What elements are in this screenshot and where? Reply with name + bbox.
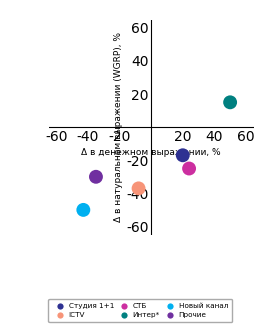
Point bbox=[94, 174, 98, 179]
Point bbox=[228, 100, 232, 105]
Point bbox=[181, 153, 185, 158]
Y-axis label: Δ в натуральном выражении (WGRP), %: Δ в натуральном выражении (WGRP), % bbox=[114, 32, 123, 222]
Point bbox=[81, 207, 86, 213]
X-axis label: Δ в денежном выражении, %: Δ в денежном выражении, % bbox=[81, 148, 221, 157]
Point bbox=[187, 166, 191, 171]
Point bbox=[136, 186, 141, 191]
Legend: Студия 1+1, ICTV, СТБ, Интер*, Новый канал, Прочие: Студия 1+1, ICTV, СТБ, Интер*, Новый кан… bbox=[48, 299, 232, 322]
